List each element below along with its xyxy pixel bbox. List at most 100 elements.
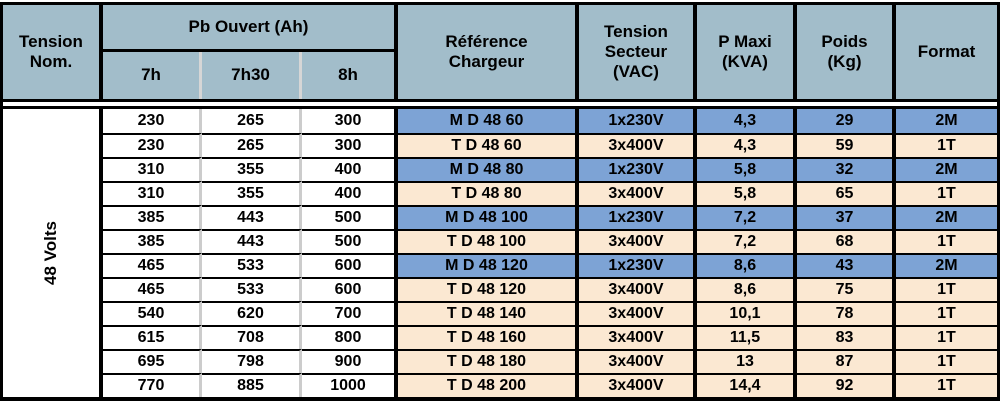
cell-p-maxi: 10,1: [697, 301, 797, 325]
cell-pb-8h: 1000: [302, 373, 398, 397]
cell-pb-7h: 770: [103, 373, 202, 397]
cell-pb-7h: 230: [103, 109, 202, 133]
header-tension-secteur: Tension Secteur (VAC): [579, 5, 697, 99]
cell-tension-secteur: 1x230V: [579, 205, 697, 229]
cell-format: 1T: [896, 181, 997, 205]
cell-p-maxi: 5,8: [697, 157, 797, 181]
cell-pb-7h30: 265: [202, 109, 302, 133]
cell-format: 1T: [896, 277, 997, 301]
cell-pb-8h: 300: [302, 109, 398, 133]
cell-reference: T D 48 80: [398, 181, 579, 205]
cell-pb-8h: 800: [302, 325, 398, 349]
cell-format: 2M: [896, 157, 997, 181]
table-body: 48 Volts 230 265 300 M D 48 60 1x230V 4,3 29 2M…: [3, 106, 997, 397]
cell-p-maxi: 4,3: [697, 133, 797, 157]
cell-tension-secteur: 3x400V: [579, 301, 697, 325]
cell-pb-7h: 540: [103, 301, 202, 325]
cell-reference: M D 48 60: [398, 109, 579, 133]
cell-pb-7h30: 355: [202, 157, 302, 181]
cell-pb-7h30: 798: [202, 349, 302, 373]
header-tension-nom: Tension Nom.: [3, 5, 103, 99]
table-header: Tension Nom. Pb Ouvert (Ah) 7h 7h30 8h R…: [3, 5, 997, 102]
cell-format: 1T: [896, 349, 997, 373]
cell-tension-secteur: 1x230V: [579, 253, 697, 277]
header-p-maxi: P Maxi (KVA): [697, 5, 797, 99]
cell-format: 2M: [896, 205, 997, 229]
cell-tension-secteur: 3x400V: [579, 373, 697, 397]
cell-pb-8h: 600: [302, 277, 398, 301]
cell-p-maxi: 8,6: [697, 277, 797, 301]
cell-pb-7h: 695: [103, 349, 202, 373]
cell-poids: 65: [797, 181, 896, 205]
cell-pb-8h: 700: [302, 301, 398, 325]
cell-pb-7h: 615: [103, 325, 202, 349]
header-poids: Poids (Kg): [797, 5, 896, 99]
cell-p-maxi: 11,5: [697, 325, 797, 349]
group-cell-48-volts: 48 Volts: [3, 109, 103, 397]
cell-pb-7h: 310: [103, 181, 202, 205]
cell-pb-8h: 600: [302, 253, 398, 277]
cell-pb-7h: 230: [103, 133, 202, 157]
cell-reference: T D 48 200: [398, 373, 579, 397]
header-format: Format: [917, 41, 976, 61]
cell-poids: 87: [797, 349, 896, 373]
cell-poids: 43: [797, 253, 896, 277]
cell-poids: 68: [797, 229, 896, 253]
cell-pb-7h: 310: [103, 157, 202, 181]
cell-poids: 92: [797, 373, 896, 397]
cell-poids: 29: [797, 109, 896, 133]
charger-spec-table: Tension Nom. Pb Ouvert (Ah) 7h 7h30 8h R…: [0, 2, 1000, 401]
cell-pb-7h30: 533: [202, 253, 302, 277]
cell-tension-secteur: 3x400V: [579, 349, 697, 373]
cell-format: 1T: [896, 301, 997, 325]
cell-pb-8h: 500: [302, 205, 398, 229]
cell-poids: 78: [797, 301, 896, 325]
cell-tension-secteur: 3x400V: [579, 277, 697, 301]
cell-pb-7h30: 885: [202, 373, 302, 397]
cell-format: 2M: [896, 253, 997, 277]
cell-tension-secteur: 3x400V: [579, 181, 697, 205]
cell-p-maxi: 14,4: [697, 373, 797, 397]
cell-pb-8h: 400: [302, 181, 398, 205]
cell-poids: 83: [797, 325, 896, 349]
header-body-divider: [3, 102, 997, 106]
cell-tension-secteur: 1x230V: [579, 157, 697, 181]
cell-reference: T D 48 140: [398, 301, 579, 325]
cell-pb-7h: 465: [103, 253, 202, 277]
cell-p-maxi: 13: [697, 349, 797, 373]
cell-pb-7h30: 443: [202, 205, 302, 229]
cell-pb-8h: 500: [302, 229, 398, 253]
cell-pb-7h30: 265: [202, 133, 302, 157]
cell-format: 1T: [896, 325, 997, 349]
cell-format: 1T: [896, 133, 997, 157]
cell-tension-secteur: 3x400V: [579, 325, 697, 349]
cell-pb-8h: 900: [302, 349, 398, 373]
cell-reference: T D 48 160: [398, 325, 579, 349]
header-7h30: 7h30: [202, 52, 302, 99]
header-8h: 8h: [302, 52, 398, 99]
cell-pb-7h30: 443: [202, 229, 302, 253]
header-7h: 7h: [103, 52, 202, 99]
cell-p-maxi: 8,6: [697, 253, 797, 277]
cell-pb-7h: 465: [103, 277, 202, 301]
header-pb-ouvert: Pb Ouvert (Ah): [103, 5, 398, 52]
cell-poids: 59: [797, 133, 896, 157]
cell-pb-7h30: 620: [202, 301, 302, 325]
cell-format: 2M: [896, 109, 997, 133]
cell-p-maxi: 7,2: [697, 205, 797, 229]
cell-pb-7h30: 533: [202, 277, 302, 301]
cell-reference: M D 48 100: [398, 205, 579, 229]
group-label: 48 Volts: [41, 221, 60, 285]
cell-tension-secteur: 3x400V: [579, 133, 697, 157]
cell-p-maxi: 5,8: [697, 181, 797, 205]
cell-reference: T D 48 120: [398, 277, 579, 301]
cell-p-maxi: 7,2: [697, 229, 797, 253]
cell-p-maxi: 4,3: [697, 109, 797, 133]
cell-tension-secteur: 1x230V: [579, 109, 697, 133]
header-reference: Référence Chargeur: [398, 5, 579, 99]
cell-poids: 37: [797, 205, 896, 229]
cell-pb-8h: 300: [302, 133, 398, 157]
cell-pb-7h: 385: [103, 205, 202, 229]
cell-reference: T D 48 180: [398, 349, 579, 373]
cell-reference: T D 48 60: [398, 133, 579, 157]
